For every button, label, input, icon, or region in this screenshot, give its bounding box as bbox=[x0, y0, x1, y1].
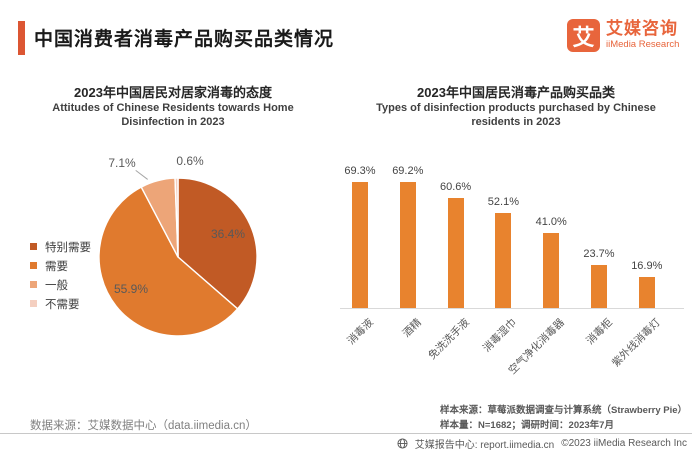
x-axis-line bbox=[340, 308, 684, 309]
pie-title-en-line1: Attitudes of Chinese Residents towards H… bbox=[52, 102, 294, 114]
bar bbox=[352, 182, 368, 308]
pie-chart-panel: 2023年中国居民对居家消毒的态度 Attitudes of Chinese R… bbox=[0, 72, 346, 447]
pie-slice bbox=[174, 177, 179, 258]
report-center-text: 艾媒报告中心: report.iimedia.cn bbox=[414, 440, 555, 451]
bar bbox=[591, 264, 607, 308]
bar bbox=[447, 197, 464, 308]
bar-plot: 69.3% 消毒液 69.2% 酒精 60.6% 免洗洗手液 52.1% 消毒湿巾 41.0% 空… bbox=[340, 72, 692, 402]
data-source: 数据来源：艾媒数据中心（data.iimedia.cn） bbox=[30, 420, 257, 432]
bar-value-label: 60.6% bbox=[439, 180, 472, 193]
legend-marker bbox=[30, 262, 37, 269]
globe-icon bbox=[397, 438, 408, 449]
bar-value-label: 23.7% bbox=[583, 247, 615, 260]
logo-name-zh: 艾媒咨询 bbox=[606, 19, 678, 38]
pie-chart-title-zh: 2023年中国居民对居家消毒的态度 bbox=[74, 85, 272, 100]
pie-value-label: 36.4% bbox=[210, 227, 246, 241]
bar bbox=[495, 213, 512, 308]
legend-item: 一般 bbox=[30, 275, 91, 294]
copyright-text: ©2023 iiMedia Research Inc bbox=[561, 438, 687, 449]
bar-value-label: 16.9% bbox=[631, 260, 663, 273]
bottom-bar: 艾媒报告中心: report.iimedia.cn ©2023 iiMedia … bbox=[397, 436, 687, 451]
bar-chart-title-en: Types of disinfection products purchased… bbox=[340, 101, 692, 129]
legend-item: 特别需要 bbox=[30, 237, 91, 256]
legend-label: 特别需要 bbox=[45, 241, 91, 254]
legend-item: 不需要 bbox=[30, 294, 91, 313]
bar-value-label: 69.3% bbox=[344, 165, 376, 177]
pie-chart-title-en: Attitudes of Chinese Residents towards H… bbox=[0, 101, 346, 129]
sample-source-note: 样本来源：草莓派数据调查与计算系统（Strawberry Pie） bbox=[440, 405, 688, 416]
pie-value-label: 55.9% bbox=[113, 282, 149, 296]
legend-label: 不需要 bbox=[45, 298, 80, 311]
sample-notes: 样本来源：草莓派数据调查与计算系统（Strawberry Pie） 样本量：N=… bbox=[440, 403, 687, 433]
logo-mark-icon: 艾 bbox=[567, 19, 600, 52]
bar-title-en-line2: residents in 2023 bbox=[471, 116, 561, 128]
bar-value-label: 41.0% bbox=[535, 216, 567, 229]
pie-legend: 特别需要需要一般不需要 bbox=[30, 237, 91, 313]
footer-divider bbox=[0, 433, 692, 434]
sample-size-note: 样本量：N=1682；调研时间：2023年7月 bbox=[440, 420, 614, 431]
legend-marker bbox=[30, 300, 37, 307]
logo-text: 艾媒咨询 iiMedia Research bbox=[606, 19, 679, 51]
legend-label: 一般 bbox=[45, 279, 68, 292]
bar-value-label: 69.2% bbox=[392, 165, 424, 178]
pie-value-label: 7.1% bbox=[108, 156, 136, 170]
page-title: 中国消费者消毒产品购买品类情况 bbox=[34, 29, 335, 50]
bar bbox=[638, 277, 655, 308]
bar bbox=[399, 182, 416, 308]
bar-chart-title-zh: 2023年中国居民消毒产品购买品类 bbox=[417, 85, 615, 100]
legend-marker bbox=[30, 281, 37, 288]
pie-title-en-line2: Disinfection in 2023 bbox=[121, 116, 225, 128]
title-accent-bar bbox=[18, 21, 25, 55]
legend-item: 需要 bbox=[30, 256, 91, 275]
pie-chart bbox=[98, 177, 258, 337]
pie-slice bbox=[98, 186, 239, 337]
logo-name-en: iiMedia Research bbox=[606, 39, 680, 50]
pie-slice bbox=[177, 177, 258, 310]
bar-value-label: 52.1% bbox=[487, 196, 519, 209]
bar-chart-panel: 2023年中国居民消毒产品购买品类 Types of disinfection … bbox=[340, 72, 692, 447]
bar bbox=[543, 233, 560, 308]
legend-label: 需要 bbox=[45, 260, 68, 273]
iimedia-logo: 艾 艾媒咨询 iiMedia Research bbox=[567, 19, 679, 52]
legend-marker bbox=[30, 243, 37, 250]
bar-title-en-line1: Types of disinfection products purchased… bbox=[376, 102, 656, 114]
pie-value-label: 0.6% bbox=[176, 154, 204, 168]
